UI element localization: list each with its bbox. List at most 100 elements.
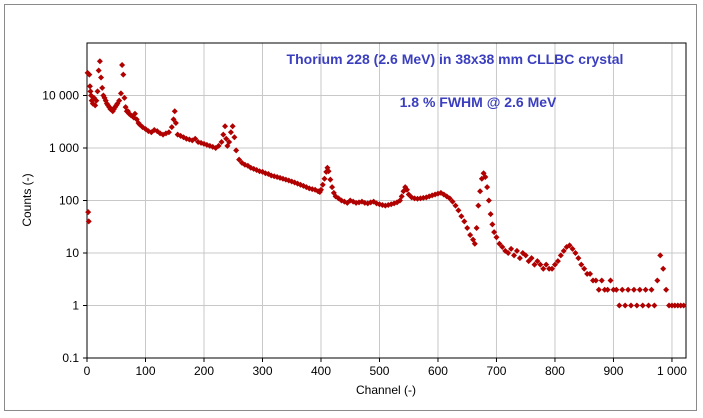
data-point bbox=[95, 67, 102, 74]
data-point bbox=[398, 193, 405, 200]
data-point bbox=[651, 302, 658, 309]
data-point bbox=[489, 221, 496, 228]
x-tick-label: 800 bbox=[545, 364, 565, 378]
y-tick-label: 1 000 bbox=[49, 141, 79, 155]
data-point bbox=[484, 184, 491, 191]
data-point bbox=[613, 286, 620, 293]
data-point bbox=[628, 302, 635, 309]
data-point bbox=[119, 62, 126, 69]
data-point bbox=[99, 84, 106, 91]
data-point bbox=[537, 261, 544, 268]
data-point bbox=[619, 286, 626, 293]
data-point bbox=[663, 286, 670, 293]
data-point bbox=[604, 286, 611, 293]
data-point bbox=[87, 88, 94, 95]
data-point bbox=[487, 211, 494, 218]
data-point bbox=[131, 110, 138, 117]
data-point bbox=[680, 302, 687, 309]
data-point bbox=[86, 83, 93, 90]
data-point bbox=[622, 302, 629, 309]
data-point bbox=[505, 250, 512, 256]
data-point bbox=[607, 277, 614, 284]
x-tick-label: 500 bbox=[369, 364, 389, 378]
data-point bbox=[325, 168, 332, 175]
x-tick-label: 0 bbox=[84, 364, 91, 378]
data-point bbox=[222, 123, 229, 130]
data-point bbox=[560, 247, 567, 254]
data-point bbox=[654, 277, 661, 284]
data-point bbox=[218, 139, 225, 146]
data-point bbox=[578, 261, 585, 268]
data-point bbox=[587, 270, 594, 277]
data-point bbox=[493, 234, 500, 241]
data-point bbox=[557, 252, 564, 259]
data-point bbox=[531, 261, 538, 268]
annotation-title: Thorium 228 (2.6 MeV) in 38x38 mm CLLBC … bbox=[287, 51, 624, 67]
data-point bbox=[633, 302, 640, 309]
data-point bbox=[592, 277, 599, 284]
data-point bbox=[220, 131, 227, 138]
data-point bbox=[636, 286, 643, 293]
data-point bbox=[642, 286, 649, 293]
data-point bbox=[598, 277, 605, 284]
data-point bbox=[327, 176, 334, 183]
data-point bbox=[496, 240, 503, 247]
data-point bbox=[215, 142, 222, 149]
data-point bbox=[165, 129, 172, 136]
y-tick-label: 1 bbox=[72, 299, 79, 313]
data-point bbox=[455, 207, 462, 214]
x-tick-label: 100 bbox=[135, 364, 155, 378]
data-point bbox=[477, 188, 484, 195]
x-tick-label: 400 bbox=[311, 364, 331, 378]
data-point bbox=[467, 232, 474, 239]
axis-layer: 0 100 200 300 400 500 600 700 800 900 1 000 0.1 1 10 1… bbox=[42, 89, 687, 379]
data-point bbox=[616, 302, 623, 309]
x-tick-label: 200 bbox=[194, 364, 214, 378]
data-point bbox=[449, 198, 456, 205]
data-point bbox=[464, 224, 471, 231]
data-point bbox=[223, 135, 230, 142]
data-point bbox=[581, 265, 588, 272]
data-point bbox=[94, 88, 101, 95]
data-point bbox=[458, 213, 465, 220]
data-point bbox=[648, 286, 655, 293]
data-point bbox=[446, 195, 453, 202]
data-point bbox=[511, 252, 518, 259]
data-point bbox=[85, 218, 92, 225]
data-point bbox=[229, 123, 236, 130]
data-point bbox=[534, 258, 541, 265]
data-point bbox=[116, 97, 123, 104]
data-point bbox=[522, 252, 529, 259]
data-point bbox=[93, 97, 100, 104]
y-tick-label: 10 000 bbox=[42, 89, 79, 103]
data-point bbox=[513, 247, 520, 254]
data-point bbox=[85, 209, 92, 216]
data-point bbox=[92, 102, 99, 109]
data-point bbox=[233, 147, 240, 154]
chart-frame bbox=[4, 4, 697, 411]
y-axis-label: Counts (-) bbox=[20, 173, 34, 226]
data-point bbox=[471, 240, 478, 247]
data-point bbox=[657, 252, 664, 259]
data-point bbox=[516, 255, 523, 262]
data-point bbox=[549, 265, 556, 272]
data-point bbox=[485, 197, 492, 204]
data-point bbox=[231, 134, 238, 141]
data-point bbox=[168, 124, 175, 131]
y-tick-label: 0.1 bbox=[62, 351, 79, 365]
data-point bbox=[139, 124, 146, 131]
data-point bbox=[595, 286, 602, 293]
data-point bbox=[575, 255, 582, 262]
data-point bbox=[660, 265, 667, 272]
data-point bbox=[554, 258, 561, 265]
data-point bbox=[473, 224, 480, 231]
data-point bbox=[227, 129, 234, 136]
x-axis-label: Channel (-) bbox=[356, 383, 416, 397]
data-point bbox=[639, 302, 646, 309]
data-point bbox=[403, 186, 410, 193]
data-point bbox=[569, 245, 576, 252]
data-point bbox=[499, 244, 506, 251]
annotation-resolution: 1.8 % FWHM @ 2.6 MeV bbox=[400, 94, 557, 110]
data-point bbox=[645, 302, 652, 309]
x-tick-label: 700 bbox=[486, 364, 506, 378]
